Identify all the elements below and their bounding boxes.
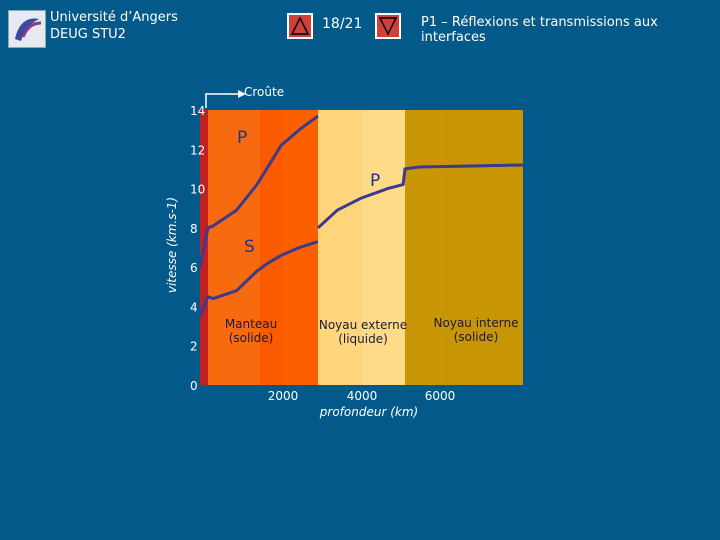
zone-label: (solide) [454, 330, 499, 344]
x-tick-label: 6000 [425, 389, 456, 403]
y-tick-label: 14 [190, 104, 205, 118]
y-tick-label: 0 [190, 379, 198, 393]
y-tick-label: 4 [190, 300, 198, 314]
y-axis-label: vitesse (km.s-1) [165, 197, 179, 293]
x-axis-label: profondeur (km) [319, 405, 418, 419]
x-tick-label: 2000 [268, 389, 299, 403]
y-tick-label: 2 [190, 340, 198, 354]
callout-label: Croûte [244, 85, 284, 99]
zone-label: (liquide) [338, 332, 388, 346]
wave-label: P [237, 128, 247, 148]
zone-label: (solide) [229, 331, 274, 345]
zone-label: Manteau [225, 317, 277, 331]
y-tick-label: 12 [190, 143, 205, 157]
y-tick-label: 8 [190, 222, 198, 236]
y-tick-label: 10 [190, 183, 205, 197]
wave-label: S [244, 237, 255, 257]
x-tick-label: 4000 [347, 389, 378, 403]
wave-label: P [370, 171, 380, 191]
zone-label: Noyau interne [434, 316, 519, 330]
zone-label: Noyau externe [319, 318, 407, 332]
y-tick-label: 6 [190, 261, 198, 275]
callout-line [206, 94, 238, 108]
